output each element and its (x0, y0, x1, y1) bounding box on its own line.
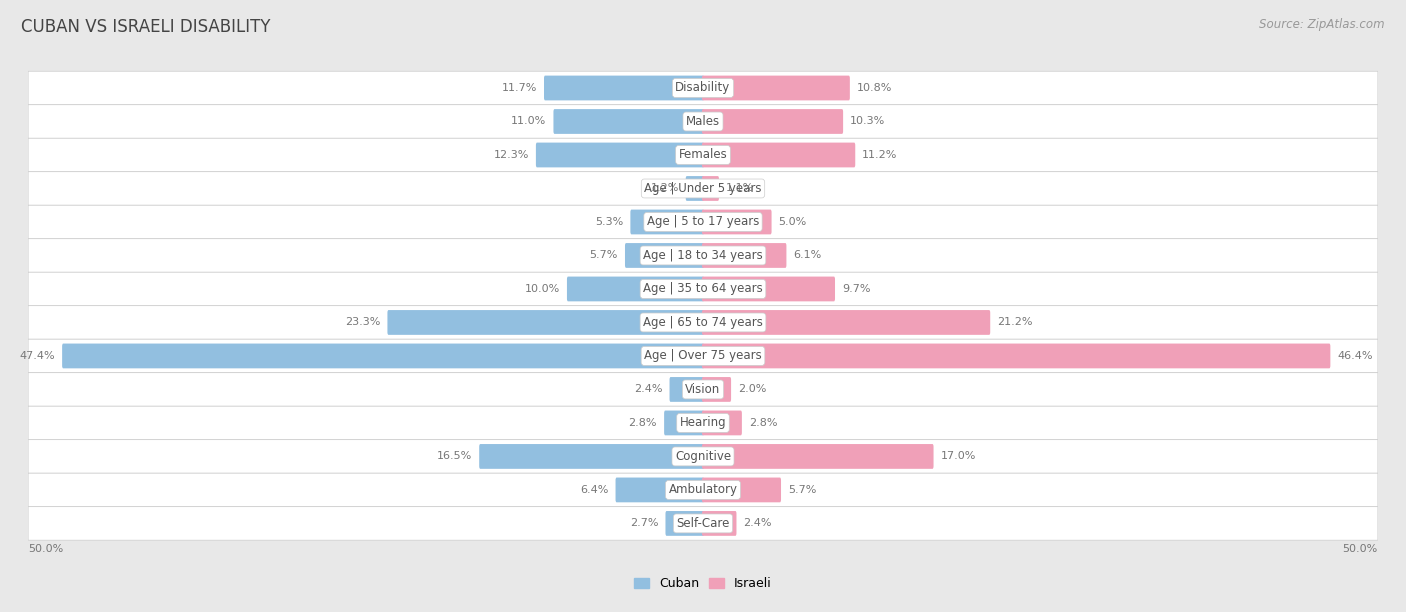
Text: 17.0%: 17.0% (941, 452, 976, 461)
Text: Age | 65 to 74 years: Age | 65 to 74 years (643, 316, 763, 329)
FancyBboxPatch shape (686, 176, 704, 201)
FancyBboxPatch shape (554, 109, 704, 134)
FancyBboxPatch shape (62, 343, 704, 368)
Text: Age | Under 5 years: Age | Under 5 years (644, 182, 762, 195)
Text: Females: Females (679, 149, 727, 162)
FancyBboxPatch shape (665, 511, 704, 536)
FancyBboxPatch shape (28, 306, 1378, 339)
FancyBboxPatch shape (28, 473, 1378, 507)
Text: 11.0%: 11.0% (512, 116, 547, 127)
FancyBboxPatch shape (702, 243, 786, 268)
Text: 21.2%: 21.2% (997, 318, 1033, 327)
FancyBboxPatch shape (702, 377, 731, 402)
Text: CUBAN VS ISRAELI DISABILITY: CUBAN VS ISRAELI DISABILITY (21, 18, 270, 36)
Text: 5.3%: 5.3% (595, 217, 623, 227)
Text: 2.4%: 2.4% (744, 518, 772, 528)
Text: 11.7%: 11.7% (502, 83, 537, 93)
Text: Disability: Disability (675, 81, 731, 94)
Text: 2.8%: 2.8% (749, 418, 778, 428)
FancyBboxPatch shape (702, 310, 990, 335)
FancyBboxPatch shape (626, 243, 704, 268)
FancyBboxPatch shape (388, 310, 704, 335)
Text: Age | 5 to 17 years: Age | 5 to 17 years (647, 215, 759, 228)
Text: 6.1%: 6.1% (793, 250, 821, 261)
FancyBboxPatch shape (28, 406, 1378, 439)
Text: 2.7%: 2.7% (630, 518, 658, 528)
FancyBboxPatch shape (616, 477, 704, 502)
Text: 46.4%: 46.4% (1337, 351, 1372, 361)
Text: 10.8%: 10.8% (856, 83, 893, 93)
Text: 16.5%: 16.5% (437, 452, 472, 461)
FancyBboxPatch shape (536, 143, 704, 167)
Text: 50.0%: 50.0% (28, 543, 63, 553)
Text: Vision: Vision (685, 383, 721, 396)
FancyBboxPatch shape (702, 477, 780, 502)
Text: 2.0%: 2.0% (738, 384, 766, 395)
Text: 50.0%: 50.0% (1343, 543, 1378, 553)
Text: 12.3%: 12.3% (494, 150, 529, 160)
FancyBboxPatch shape (28, 172, 1378, 205)
Text: 1.2%: 1.2% (651, 184, 679, 193)
Text: Cognitive: Cognitive (675, 450, 731, 463)
FancyBboxPatch shape (702, 143, 855, 167)
Text: Self-Care: Self-Care (676, 517, 730, 530)
Text: 11.2%: 11.2% (862, 150, 897, 160)
Text: Hearing: Hearing (679, 416, 727, 430)
FancyBboxPatch shape (479, 444, 704, 469)
Text: 23.3%: 23.3% (344, 318, 381, 327)
FancyBboxPatch shape (28, 205, 1378, 239)
FancyBboxPatch shape (28, 507, 1378, 540)
FancyBboxPatch shape (702, 209, 772, 234)
Text: 47.4%: 47.4% (20, 351, 55, 361)
FancyBboxPatch shape (28, 373, 1378, 406)
Text: Ambulatory: Ambulatory (668, 483, 738, 496)
Text: Source: ZipAtlas.com: Source: ZipAtlas.com (1260, 18, 1385, 31)
FancyBboxPatch shape (28, 272, 1378, 306)
Text: 2.4%: 2.4% (634, 384, 662, 395)
FancyBboxPatch shape (28, 71, 1378, 105)
FancyBboxPatch shape (544, 76, 704, 100)
FancyBboxPatch shape (28, 439, 1378, 473)
Text: Males: Males (686, 115, 720, 128)
FancyBboxPatch shape (28, 138, 1378, 172)
FancyBboxPatch shape (669, 377, 704, 402)
Text: 2.8%: 2.8% (628, 418, 657, 428)
FancyBboxPatch shape (28, 105, 1378, 138)
FancyBboxPatch shape (567, 277, 704, 301)
Legend: Cuban, Israeli: Cuban, Israeli (628, 572, 778, 595)
Text: 5.0%: 5.0% (779, 217, 807, 227)
FancyBboxPatch shape (702, 411, 742, 435)
FancyBboxPatch shape (28, 239, 1378, 272)
Text: 1.1%: 1.1% (725, 184, 754, 193)
FancyBboxPatch shape (28, 339, 1378, 373)
FancyBboxPatch shape (702, 277, 835, 301)
Text: Age | Over 75 years: Age | Over 75 years (644, 349, 762, 362)
FancyBboxPatch shape (702, 109, 844, 134)
Text: 10.0%: 10.0% (524, 284, 560, 294)
FancyBboxPatch shape (702, 511, 737, 536)
Text: 5.7%: 5.7% (787, 485, 817, 495)
Text: Age | 18 to 34 years: Age | 18 to 34 years (643, 249, 763, 262)
Text: 9.7%: 9.7% (842, 284, 870, 294)
Text: 6.4%: 6.4% (581, 485, 609, 495)
FancyBboxPatch shape (702, 343, 1330, 368)
FancyBboxPatch shape (702, 76, 849, 100)
FancyBboxPatch shape (630, 209, 704, 234)
FancyBboxPatch shape (702, 444, 934, 469)
FancyBboxPatch shape (702, 176, 718, 201)
Text: 10.3%: 10.3% (851, 116, 886, 127)
FancyBboxPatch shape (664, 411, 704, 435)
Text: Age | 35 to 64 years: Age | 35 to 64 years (643, 283, 763, 296)
Text: 5.7%: 5.7% (589, 250, 619, 261)
